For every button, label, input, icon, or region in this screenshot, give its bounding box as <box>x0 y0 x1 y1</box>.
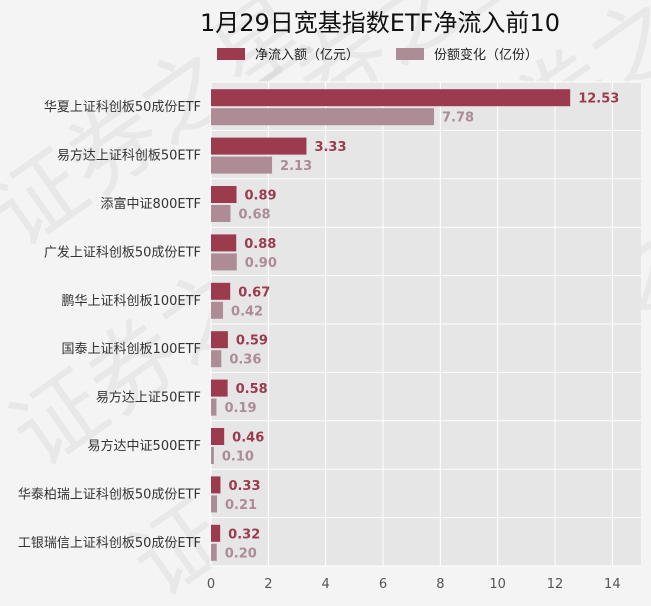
legend-swatch <box>396 48 424 60</box>
bar-share-change <box>211 253 237 271</box>
data-label: 7.78 <box>442 111 474 126</box>
bar-net-inflow <box>211 428 225 445</box>
data-label: 0.68 <box>238 208 270 223</box>
data-label: 0.19 <box>224 401 256 416</box>
data-label: 0.33 <box>228 479 260 494</box>
category-label: 易方达上证50ETF <box>96 390 201 406</box>
data-label: 0.67 <box>238 285 270 300</box>
category-label: 鹏华上证科创板100ETF <box>62 294 201 309</box>
grid-lines <box>210 81 641 567</box>
data-label: 0.21 <box>225 498 257 513</box>
bar-net-inflow <box>211 137 307 155</box>
category-label: 华夏上证科创板50成份ETF <box>44 100 201 115</box>
bar-share-change <box>211 301 224 319</box>
data-label: 0.58 <box>236 382 268 397</box>
category-labels: 华夏上证科创板50成份ETF 易方达上证科创板50ETF 添富中证800ETF 广发上… <box>18 100 201 551</box>
bar-net-inflow <box>211 476 221 494</box>
bar-net-inflow <box>211 379 228 397</box>
category-label: 工银瑞信上证科创板50成份ETF <box>18 536 201 551</box>
x-tick-label: 6 <box>379 577 387 592</box>
data-label: 0.59 <box>236 334 268 349</box>
x-tick-label: 12 <box>547 577 564 592</box>
bar-net-inflow <box>211 234 237 252</box>
data-label: 0.42 <box>231 304 263 319</box>
bar-net-inflow <box>211 89 571 107</box>
bar-net-inflow <box>211 282 231 300</box>
data-label: 2.13 <box>280 159 312 174</box>
data-label: 0.90 <box>245 256 277 271</box>
bar-net-inflow <box>211 186 237 203</box>
x-tick-label: 8 <box>436 577 444 592</box>
data-label: 3.33 <box>314 140 346 155</box>
bar-share-change <box>211 156 273 174</box>
category-label: 易方达上证科创板50ETF <box>57 148 201 164</box>
bar-share-change <box>211 447 214 464</box>
x-tick-label: 4 <box>322 577 330 592</box>
data-label: 0.88 <box>244 237 276 252</box>
legend-swatch <box>217 48 245 60</box>
category-label: 广发上证科创板50成份ETF <box>44 244 201 260</box>
x-tick-label: 2 <box>264 577 272 592</box>
x-axis-ticks: 0 2 4 6 8 10 12 14 <box>207 577 621 592</box>
data-label: 0.32 <box>228 527 260 542</box>
data-label: 0.10 <box>222 450 254 465</box>
x-tick-label: 10 <box>489 577 506 592</box>
data-label: 0.89 <box>245 189 277 204</box>
data-label: 12.53 <box>578 92 619 107</box>
bar-share-change <box>211 495 218 513</box>
category-label: 国泰上证科创板100ETF <box>62 342 201 357</box>
bar-net-inflow <box>211 524 221 542</box>
bar-share-change <box>211 543 217 561</box>
legend-label: 份额变化（亿份） <box>434 47 538 63</box>
chart-title: 1月29日宽基指数ETF净流入前10 <box>200 9 560 37</box>
x-tick-label: 14 <box>604 577 621 592</box>
category-label: 易方达中证500ETF <box>88 438 201 454</box>
bar-share-change <box>211 398 217 416</box>
bar-net-inflow <box>211 331 228 349</box>
legend: 净流入额（亿元） 份额变化（亿份） <box>217 47 538 63</box>
bars: 12.53 7.78 3.332.130.89 0.68 0.88 0.90 0.67 0.4… <box>211 89 619 561</box>
category-label: 添富中证800ETF <box>101 196 201 212</box>
data-label: 0.20 <box>225 546 257 561</box>
data-label: 0.46 <box>232 431 264 446</box>
category-label: 华泰柏瑞上证科创板50成份ETF <box>18 487 201 502</box>
data-label: 0.36 <box>229 353 261 368</box>
bar-share-change <box>211 108 435 126</box>
legend-label: 净流入额（亿元） <box>255 48 359 63</box>
bar-share-change <box>211 205 231 222</box>
x-tick-label: 0 <box>207 577 215 592</box>
bar-share-change <box>211 350 222 368</box>
